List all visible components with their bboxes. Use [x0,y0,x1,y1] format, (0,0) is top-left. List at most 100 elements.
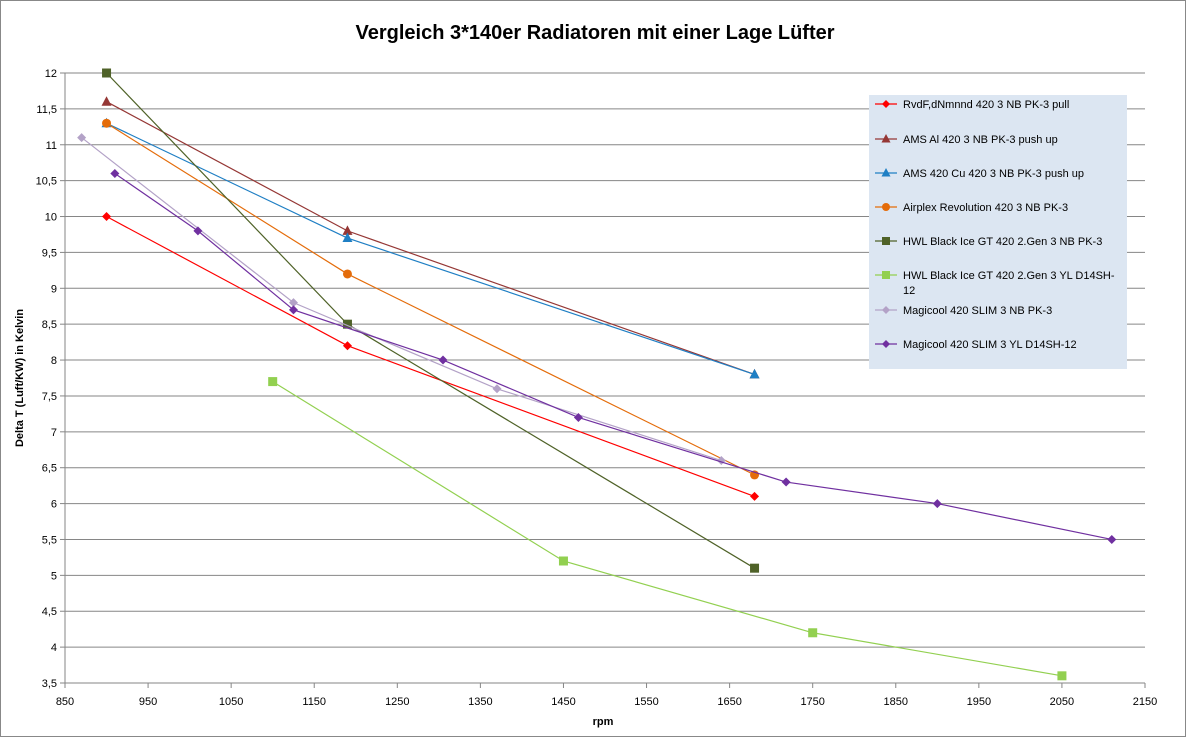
data-point [102,118,112,128]
y-tick-labels: 3,5 4 4,5 5 5,5 6 6,5 7 7,5 8 8,5 9 9,5 10 10,5 11 11,5 1… [36,68,57,690]
y-tick-label: 8 [51,355,57,367]
y-tick-label: 4,5 [42,606,57,618]
x-tick-label: 850 [56,696,74,708]
series-3 [101,117,760,379]
legend-label: 12 [903,285,915,297]
x-tick-label: 1050 [219,696,243,708]
x-tick-label: 1150 [302,696,326,708]
legend-label: Magicool 420 SLIM 3 NB PK-3 [903,305,1052,317]
series-line [81,137,722,462]
series-4 [102,118,760,480]
data-point [438,355,448,365]
legend-entry-7: Magicool 420 SLIM 3 NB PK-3 [875,305,1052,317]
axes [60,72,1146,688]
legend-entry-5: HWL Black Ice GT 420 2.Gen 3 NB PK-3 [875,236,1102,248]
data-point [193,226,203,236]
legend-label: HWL Black Ice GT 420 2.Gen 3 NB PK-3 [903,236,1102,248]
y-tick-label: 6,5 [42,463,57,475]
data-point [288,305,298,315]
chart-title: Vergleich 3*140er Radiatoren mit einer L… [355,22,834,44]
series-1 [102,212,760,501]
data-point [342,319,352,329]
data-point [102,212,112,222]
legend-marker [881,168,891,177]
data-point [750,491,760,501]
legend-entry-3: AMS 420 Cu 420 3 NB PK-3 push up [875,168,1084,180]
x-tick-label: 1450 [551,696,575,708]
legend-label: AMS Al 420 3 NB PK-3 push up [903,134,1058,146]
y-tick-label: 11 [46,140,57,152]
legend-marker [882,203,890,211]
x-axis-label: rpm [593,716,614,728]
y-tick-label: 5 [51,570,57,582]
legend-marker [882,306,890,314]
series-line [272,381,1063,677]
y-axis-label: Delta T (Luft/KW) in Kelvin [14,309,26,447]
legend-background [869,95,1127,369]
x-tick-label: 1850 [884,696,908,708]
x-tick-label: 1550 [634,696,658,708]
legend: RvdF,dNmnnd 420 3 NB PK-3 pull AMS Al 420… [869,95,1127,369]
data-point [342,225,353,235]
series-7 [77,133,726,466]
legend-marker [882,100,890,108]
series-line [106,122,755,375]
legend-label: HWL Black Ice GT 420 2.Gen 3 YL D14SH- [903,270,1115,282]
y-tick-label: 9 [51,283,57,295]
x-tick-label: 2150 [1133,696,1157,708]
data-point [749,368,760,379]
series-line [106,72,755,569]
y-tick-label: 5,5 [42,534,57,546]
y-tick-label: 8,5 [42,319,57,331]
series-group [77,68,1117,681]
x-tick-labels: 850 950 1050 1150 1250 1350 1450 1550 1650 1750 18… [56,696,1157,708]
y-tick-label: 9,5 [42,247,57,259]
data-point [342,232,353,243]
data-point [573,412,583,422]
legend-entry-4: Airplex Revolution 420 3 NB PK-3 [875,202,1068,214]
legend-marker [882,237,890,245]
y-tick-label: 6 [51,499,57,511]
y-tick-label: 4 [51,642,57,654]
data-point [288,298,298,308]
series-8 [110,168,1117,544]
x-tick-label: 1650 [717,696,741,708]
series-2 [101,96,760,379]
data-point [110,168,120,178]
x-tick-label: 1750 [800,696,824,708]
x-tick-label: 1350 [468,696,492,708]
data-point [1057,671,1067,681]
legend-label: Magicool 420 SLIM 3 YL D14SH-12 [903,339,1077,351]
data-point [342,269,352,279]
y-tick-label: 10,5 [36,176,57,188]
data-point [932,499,942,509]
data-point [342,341,352,351]
series-line [114,172,1112,541]
series-line [106,122,755,476]
legend-entry-8: Magicool 420 SLIM 3 YL D14SH-12 [875,339,1077,351]
y-tick-label: 7 [51,427,57,439]
legend-marker [881,134,891,143]
legend-entry-2: AMS Al 420 3 NB PK-3 push up [875,134,1058,146]
legend-label: RvdF,dNmnnd 420 3 NB PK-3 pull [903,99,1069,111]
data-point [77,133,87,143]
series-6 [268,377,1067,681]
data-point [101,96,112,106]
data-point [268,377,278,387]
legend-entry-6: HWL Black Ice GT 420 2.Gen 3 YL D14SH- 12 [875,270,1115,297]
data-point [102,68,112,78]
x-tick-label: 1250 [385,696,409,708]
series-line [106,101,755,375]
data-point [492,384,502,394]
y-tick-label: 12 [45,68,57,80]
y-tick-label: 7,5 [42,391,57,403]
data-point [781,477,791,487]
data-point [808,628,818,638]
x-tick-label: 950 [139,696,157,708]
data-point [750,563,760,573]
x-tick-label: 2050 [1050,696,1074,708]
legend-entry-1: RvdF,dNmnnd 420 3 NB PK-3 pull [875,99,1069,111]
y-tick-label: 11,5 [36,104,57,116]
